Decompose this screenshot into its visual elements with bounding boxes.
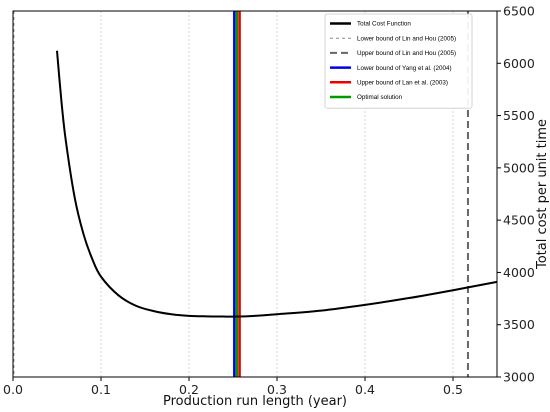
series-line-0 (56, 50, 498, 318)
legend-label-3: Lower bound of Yang et al. (2004) (357, 65, 452, 72)
legend-label-5: Optimal solution (357, 94, 403, 101)
plot-frame (12, 10, 498, 378)
legend-label-1: Lower bound of Lin and Hou (2005) (357, 35, 456, 42)
y-tick-label-2: 4000 (503, 265, 535, 280)
x-tick-label-5: 0.5 (443, 382, 463, 397)
x-axis-title: Production run length (year) (163, 394, 347, 409)
legend-label-0: Total Cost Function (357, 21, 411, 28)
y-tick-label-6: 6000 (503, 56, 535, 71)
y-tick-label-3: 4500 (503, 213, 535, 228)
y-tick-label-7: 6500 (503, 4, 535, 19)
x-axis: 0.0 0.1 0.2 0.3 0.4 0.5 (3, 377, 463, 397)
x-tick-label-4: 0.4 (355, 382, 375, 397)
legend-label-2: Upper bound of Lin and Hou (2005) (357, 50, 456, 57)
y-axis-title: Total cost per unit time (535, 119, 550, 270)
legend: Total Cost Function Lower bound of Lin an… (324, 13, 473, 109)
y-tick-label-4: 5000 (503, 160, 535, 175)
x-tick-label-3: 0.3 (267, 382, 287, 397)
y-tick-label-5: 5500 (503, 108, 535, 123)
x-tick-label-1: 0.1 (91, 382, 111, 397)
y-axis: 3000 3500 4000 4500 5000 5500 6000 6500 (497, 4, 535, 385)
legend-label-4: Upper bound of Lan et al. (2003) (357, 80, 448, 87)
y-tick-label-0: 3000 (503, 370, 535, 385)
y-tick-label-1: 3500 (503, 317, 535, 332)
x-tick-label-0: 0.0 (3, 382, 23, 397)
legend-box (324, 13, 473, 109)
series-group (56, 50, 498, 318)
x-tick-label-2: 0.2 (179, 382, 199, 397)
